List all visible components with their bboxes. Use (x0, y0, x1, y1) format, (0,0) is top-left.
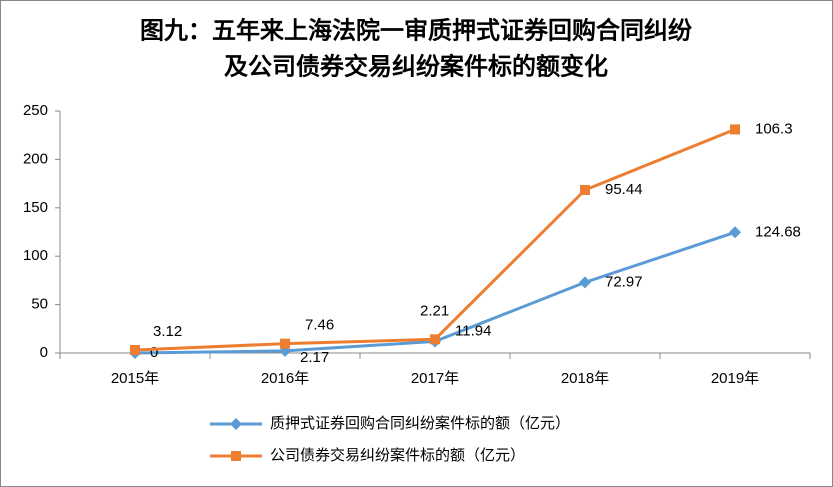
x-tick-label: 2019年 (711, 370, 759, 387)
y-tick-label: 0 (40, 344, 48, 361)
x-tick-label: 2016年 (261, 370, 309, 387)
data-label: 95.44 (605, 181, 643, 198)
data-label: 0 (150, 344, 158, 361)
data-point (430, 334, 440, 345)
x-tick-label: 2018年 (561, 370, 609, 387)
data-point (580, 184, 590, 195)
data-label: 72.97 (605, 273, 643, 290)
legend-marker (230, 418, 242, 430)
data-label: 3.12 (153, 323, 182, 340)
legend-label: 公司债券交易纠纷案件标的额（亿元） (270, 446, 525, 464)
data-point (130, 344, 140, 355)
legend-marker (231, 451, 241, 461)
data-label: 124.68 (755, 223, 801, 240)
data-point (579, 276, 591, 289)
y-tick-label: 100 (23, 247, 48, 264)
chart-title: 及公司债券交易纠纷案件标的额变化 (224, 52, 608, 81)
chart-title: 图九：五年来上海法院一审质押式证券回购合同纠纷 (140, 16, 692, 45)
data-label: 7.46 (305, 317, 334, 334)
data-point (729, 226, 741, 239)
x-tick-label: 2017年 (411, 370, 459, 387)
x-tick-label: 2015年 (111, 370, 159, 387)
data-label: 11.94 (455, 322, 491, 339)
y-tick-label: 50 (31, 296, 48, 313)
data-point (730, 124, 740, 135)
data-point (280, 338, 290, 349)
data-label: 106.3 (755, 120, 793, 137)
data-label: 2.17 (300, 349, 329, 366)
data-label: 2.21 (420, 302, 449, 319)
y-tick-label: 200 (23, 150, 48, 167)
y-tick-label: 250 (23, 102, 48, 119)
y-tick-label: 150 (23, 199, 48, 216)
legend-label: 质押式证券回购合同纠纷案件标的额（亿元） (270, 414, 570, 432)
